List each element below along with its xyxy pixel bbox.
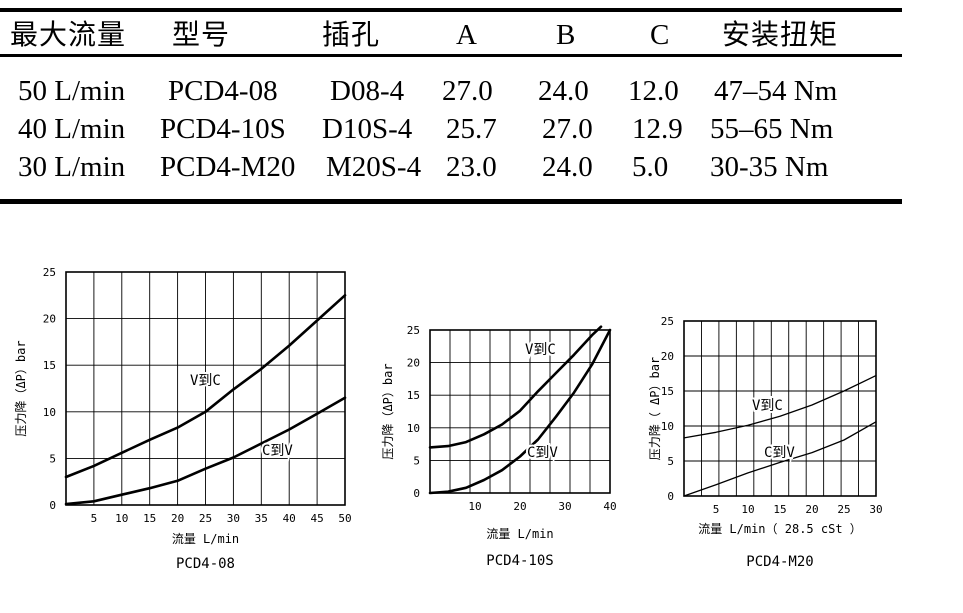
row1-torque: 47–54 Nm xyxy=(714,75,838,107)
row2-a: 25.7 xyxy=(446,113,497,145)
row1-b: 24.0 xyxy=(538,75,589,107)
chart2-series-label-2: C到V xyxy=(527,445,558,461)
row3-model: PCD4-M20 xyxy=(160,151,296,183)
chart3-ytick-label: 25 xyxy=(661,315,674,328)
chart1-ytick-label: 20 xyxy=(43,313,56,326)
chart1-xtick-label: 5 xyxy=(91,512,98,525)
chart1-y-axis-title: 压力降（ΔP）bar xyxy=(14,340,28,436)
chart2-ytick-label: 0 xyxy=(413,487,420,500)
chart3-ytick-label: 0 xyxy=(667,490,674,503)
chart3-caption: PCD4-M20 xyxy=(746,554,813,570)
chart1-series-label-2: C到V xyxy=(262,443,293,459)
chart3-xtick-label: 15 xyxy=(773,503,786,516)
chart2-x-axis-title: 流量 L/min xyxy=(486,527,553,541)
chart2-plot-frame xyxy=(429,329,611,494)
chart3-group: 0 5 10 15 20 25 5 10 15 20 25 30 V到C C到V 流量 L/min（ 28.… xyxy=(648,315,883,570)
header-c: C xyxy=(650,19,670,51)
row3-c: 5.0 xyxy=(632,151,669,183)
chart3-series-label-1: V到C xyxy=(752,398,783,414)
chart1-xtick-label: 10 xyxy=(115,512,128,525)
row3-torque: 30-35 Nm xyxy=(710,151,829,183)
chart1-xtick-label: 50 xyxy=(338,512,351,525)
header-cavity: 插孔 xyxy=(322,18,381,51)
row1-c: 12.0 xyxy=(628,75,679,107)
row2-torque: 55–65 Nm xyxy=(710,113,834,145)
row1-flow: 50 L/min xyxy=(18,75,126,107)
chart2-xtick-label: 40 xyxy=(603,500,616,513)
chart2-xtick-label: 10 xyxy=(468,500,481,513)
chart2-ytick-label: 10 xyxy=(407,422,420,435)
chart1-xtick-label: 30 xyxy=(227,512,240,525)
chart3-series-line-2 xyxy=(683,421,877,497)
chart1-series-line-1 xyxy=(64,294,347,479)
chart2-ytick-label: 15 xyxy=(407,389,420,402)
chart1-ytick-label: 25 xyxy=(43,266,56,279)
chart3-ytick-label: 10 xyxy=(661,420,674,433)
chart2-series-line-2 xyxy=(428,328,612,495)
chart1-series-line-2 xyxy=(64,396,347,506)
chart1-xtick-label: 15 xyxy=(143,512,156,525)
chart3-plot-frame xyxy=(683,320,877,497)
chart2-xtick-label: 30 xyxy=(558,500,571,513)
chart1-xtick-label: 45 xyxy=(310,512,323,525)
chart2-y-axis-title: 压力降（ΔP）bar xyxy=(381,363,395,459)
row3-b: 24.0 xyxy=(542,151,593,183)
chart1-xtick-label: 35 xyxy=(255,512,268,525)
chart3-xtick-label: 30 xyxy=(869,503,882,516)
chart3-xtick-label: 5 xyxy=(713,503,720,516)
header-b: B xyxy=(556,19,576,51)
table-bottom-rule xyxy=(0,199,902,204)
chart2-ytick-label: 25 xyxy=(407,324,420,337)
table-top-rule xyxy=(0,8,902,12)
row3-a: 23.0 xyxy=(446,151,497,183)
header-torque: 安装扭矩 xyxy=(722,18,839,51)
row1-a: 27.0 xyxy=(442,75,493,107)
chart2-ytick-label: 5 xyxy=(413,454,420,467)
chart1-ytick-label: 0 xyxy=(49,499,56,512)
chart3-ytick-label: 15 xyxy=(661,385,674,398)
chart3-xtick-label: 10 xyxy=(741,503,754,516)
chart1-xtick-label: 20 xyxy=(171,512,184,525)
row3-flow: 30 L/min xyxy=(18,151,126,183)
chart2-caption: PCD4-10S xyxy=(486,553,553,569)
chart2-series-label-1: V到C xyxy=(525,342,556,358)
header-max-flow: 最大流量 xyxy=(10,18,127,51)
row2-model: PCD4-10S xyxy=(160,113,286,145)
chart1-xtick-label: 25 xyxy=(199,512,212,525)
chart1-ytick-label: 10 xyxy=(43,406,56,419)
chart2-xtick-label: 20 xyxy=(513,500,526,513)
chart3-xtick-label: 25 xyxy=(837,503,850,516)
row2-flow: 40 L/min xyxy=(18,113,126,145)
chart3-series-label-2: C到V xyxy=(764,445,795,461)
chart3-xtick-label: 20 xyxy=(805,503,818,516)
chart3-x-axis-title: 流量 L/min（ 28.5 cSt ） xyxy=(698,522,862,536)
header-model: 型号 xyxy=(172,18,231,51)
chart2-group: 0 5 10 15 20 25 10 20 30 40 V到C C到V 流量 L/min 压力降（ΔP）b… xyxy=(381,324,617,569)
table-header-rule xyxy=(0,54,902,57)
chart3-y-axis-title: 压力降（ ΔP）bar xyxy=(648,357,662,460)
row2-cavity: D10S-4 xyxy=(322,113,413,145)
chart1-group: 0 5 10 15 20 25 5 10 15 20 25 30 35 40 45 50 V到C C到V 流量 L/… xyxy=(14,266,352,572)
chart2-series-line-1 xyxy=(428,325,603,449)
row3-cavity: M20S-4 xyxy=(326,151,422,183)
chart1-xtick-label: 40 xyxy=(283,512,296,525)
chart2-ytick-label: 20 xyxy=(407,357,420,370)
chart1-series-label-1: V到C xyxy=(190,373,221,389)
chart1-ytick-label: 15 xyxy=(43,359,56,372)
chart1-ytick-label: 5 xyxy=(49,452,56,465)
chart3-ytick-label: 20 xyxy=(661,350,674,363)
row1-model: PCD4-08 xyxy=(168,75,278,107)
header-a: A xyxy=(456,19,477,51)
chart1-x-axis-title: 流量 L/min xyxy=(172,532,239,546)
row2-c: 12.9 xyxy=(632,113,683,145)
row1-cavity: D08-4 xyxy=(330,75,405,107)
chart3-ytick-label: 5 xyxy=(667,455,674,468)
row2-b: 27.0 xyxy=(542,113,593,145)
chart1-caption: PCD4-08 xyxy=(176,556,235,572)
chart3-series-line-1 xyxy=(683,374,877,439)
